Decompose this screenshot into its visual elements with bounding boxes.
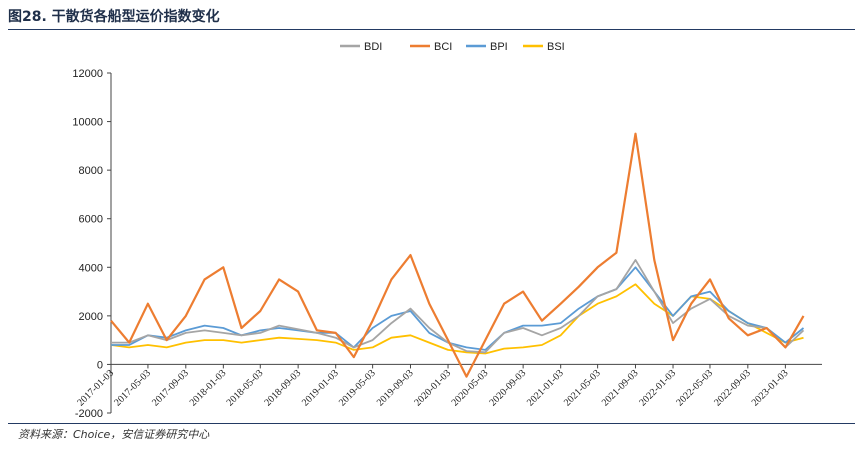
y-tick-label: 8000 [79,165,103,177]
x-tick-label: 2020-05-03 [450,368,491,409]
x-tick-label: 2020-09-03 [487,368,528,409]
y-tick-label: 6000 [79,214,103,226]
y-tick-label: 10000 [72,117,103,129]
x-tick-label: 2018-05-03 [225,368,266,409]
legend-label-bpi: BPI [490,41,508,53]
series-line-bpi [111,266,805,351]
x-tick-label: 2019-01-03 [300,368,341,409]
x-tick-label: 2021-01-03 [525,368,566,409]
x-tick-label: 2021-09-03 [600,368,641,409]
x-axis: 2017-01-032017-05-032017-09-032018-01-03… [75,363,822,409]
x-tick-label: 2020-01-03 [412,368,453,409]
plot-area [110,132,805,378]
y-tick-label: 4000 [79,262,103,274]
y-tick-label: 2000 [79,311,103,323]
x-tick-label: 2017-01-03 [75,368,116,409]
x-tick-label: 2023-01-03 [750,368,791,409]
legend-label-bdi: BDI [364,41,382,53]
y-tick-label: 12000 [72,68,103,80]
y-tick-label: 0 [97,359,103,371]
chart-legend: BDI BCI BPI BSI [340,41,565,53]
x-tick-label: 2022-01-03 [637,368,678,409]
legend-label-bci: BCI [434,41,452,53]
y-tick-label: -2000 [75,408,103,420]
x-tick-label: 2017-05-03 [112,368,153,409]
x-tick-label: 2019-05-03 [337,368,378,409]
series-line-bci [110,132,805,378]
x-tick-label: 2018-01-03 [188,368,229,409]
source-note: 资料来源：Choice，安信证券研究中心 [18,428,210,441]
footer-divider [8,423,855,424]
x-tick-label: 2022-09-03 [712,368,753,409]
figure-title: 图28. 干散货各船型运价指数变化 [8,9,220,25]
x-tick-label: 2019-09-03 [375,368,416,409]
x-tick-label: 2018-09-03 [262,368,303,409]
legend-label-bsi: BSI [547,41,565,53]
x-tick-label: 2021-05-03 [562,368,603,409]
x-tick-label: 2022-05-03 [674,368,715,409]
y-axis: -2000 0 2000 4000 6000 8000 10000 12000 [72,68,112,420]
x-tick-label: 2017-09-03 [150,368,191,409]
title-divider [8,29,855,30]
